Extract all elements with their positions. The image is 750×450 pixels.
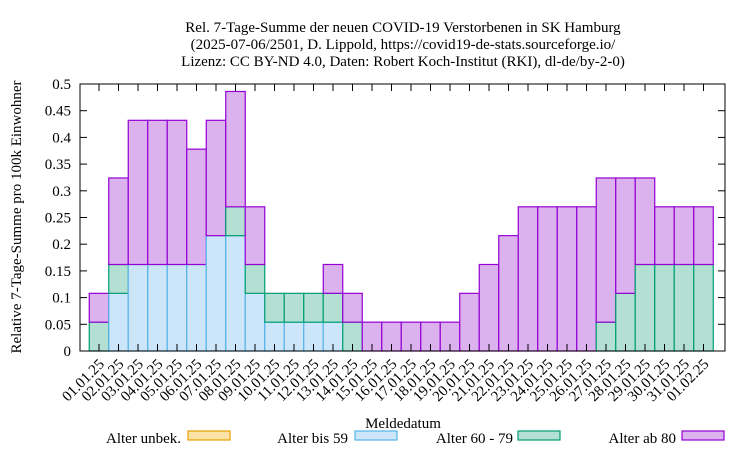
y-tick-label: 0.5 bbox=[52, 77, 71, 93]
bar-30.01.25-series-3 bbox=[654, 206, 675, 266]
bar-02.01.25-series-2 bbox=[108, 263, 129, 294]
bar-25.01.25-series-3 bbox=[556, 206, 578, 352]
chart-title-line-3: Lizenz: CC BY-ND 4.0, Daten: Robert Koch… bbox=[181, 54, 625, 70]
bar-09.01.25-series-1 bbox=[244, 292, 266, 352]
bar-01.02.25-series-3 bbox=[693, 206, 714, 266]
bar-04.01.25-series-3 bbox=[147, 119, 168, 266]
bar-10.01.25-series-2 bbox=[264, 292, 285, 323]
bar-27.01.25-series-3 bbox=[595, 177, 617, 323]
bar-06.01.25-series-1 bbox=[186, 263, 207, 352]
axes-group: 00.050.10.150.20.250.30.350.40.450.501.0… bbox=[45, 77, 725, 405]
bar-08.01.25-series-3 bbox=[225, 90, 246, 208]
legend-label-series-0: Alter unbek. bbox=[106, 431, 181, 447]
chart-title-line-1: Rel. 7-Tage-Summe der neuen COVID-19 Ver… bbox=[185, 20, 621, 36]
bar-06.01.25-series-3 bbox=[186, 148, 207, 266]
bar-13.01.25-series-3 bbox=[322, 263, 344, 294]
bar-28.01.25-series-3 bbox=[615, 177, 636, 294]
bar-08.01.25-series-1 bbox=[225, 235, 246, 352]
bar-11.01.25-series-2 bbox=[283, 292, 305, 323]
bar-07.01.25-series-3 bbox=[205, 119, 227, 237]
bar-22.01.25-series-3 bbox=[498, 235, 519, 352]
legend-label-series-1: Alter bis 59 bbox=[277, 431, 348, 447]
bar-08.01.25-series-2 bbox=[225, 206, 246, 237]
bar-23.01.25-series-3 bbox=[517, 206, 539, 352]
bar-31.01.25-series-2 bbox=[673, 263, 695, 352]
y-tick-label: 0.05 bbox=[45, 317, 71, 333]
bar-05.01.25-series-3 bbox=[166, 119, 188, 266]
y-tick-label: 0.25 bbox=[45, 211, 71, 227]
y-tick-label: 0.45 bbox=[45, 104, 71, 120]
y-tick-label: 0.2 bbox=[52, 237, 71, 253]
legend-swatch-series-3 bbox=[681, 430, 725, 441]
bar-09.01.25-series-2 bbox=[244, 263, 266, 294]
bar-20.01.25-series-3 bbox=[459, 292, 480, 352]
legend-label-series-3: Alter ab 80 bbox=[609, 431, 676, 447]
y-tick-label: 0.35 bbox=[45, 157, 71, 173]
legend-label-series-2: Alter 60 - 79 bbox=[436, 431, 513, 447]
bar-02.01.25-series-1 bbox=[108, 292, 129, 352]
bar-13.01.25-series-2 bbox=[322, 292, 344, 323]
bar-30.01.25-series-2 bbox=[654, 263, 675, 352]
y-tick-label: 0.1 bbox=[52, 291, 71, 307]
bar-29.01.25-series-2 bbox=[634, 263, 656, 352]
y-tick-label: 0 bbox=[64, 344, 72, 360]
bar-24.01.25-series-3 bbox=[537, 206, 558, 352]
legend: Alter unbek. Alter bis 59 Alter 60 - 79 Alt… bbox=[106, 430, 725, 447]
bar-21.01.25-series-3 bbox=[478, 263, 500, 352]
bar-28.01.25-series-2 bbox=[615, 292, 636, 352]
bar-01.01.25-series-3 bbox=[88, 292, 110, 323]
legend-swatch-series-1 bbox=[354, 430, 398, 441]
plot-frame bbox=[79, 83, 726, 352]
bar-05.01.25-series-1 bbox=[166, 263, 188, 352]
bar-12.01.25-series-2 bbox=[303, 292, 324, 323]
y-tick-label: 0.15 bbox=[45, 264, 71, 280]
x-axis-label: Meldedatum bbox=[365, 416, 441, 432]
bar-14.01.25-series-3 bbox=[342, 292, 363, 323]
bar-09.01.25-series-3 bbox=[244, 206, 266, 266]
bar-03.01.25-series-1 bbox=[127, 263, 149, 352]
bar-02.01.25-series-3 bbox=[108, 177, 129, 266]
chart-title-line-2: (2025-07-06/2501, D. Lippold, https://co… bbox=[191, 37, 616, 53]
bar-07.01.25-series-1 bbox=[205, 235, 227, 352]
bar-03.01.25-series-3 bbox=[127, 119, 149, 266]
y-tick-label: 0.4 bbox=[52, 130, 71, 146]
bar-01.02.25-series-2 bbox=[693, 263, 714, 352]
legend-swatch-series-0 bbox=[187, 430, 231, 441]
legend-swatch-series-2 bbox=[517, 430, 561, 441]
y-tick-label: 0.3 bbox=[52, 184, 71, 200]
bar-29.01.25-series-3 bbox=[634, 177, 656, 266]
bar-04.01.25-series-1 bbox=[147, 263, 168, 352]
bar-31.01.25-series-3 bbox=[673, 206, 695, 266]
bars-group bbox=[88, 90, 714, 352]
y-axis-label: Relative 7-Tage-Summe pro 100k Einwohner bbox=[9, 80, 25, 353]
bar-26.01.25-series-3 bbox=[576, 206, 597, 352]
